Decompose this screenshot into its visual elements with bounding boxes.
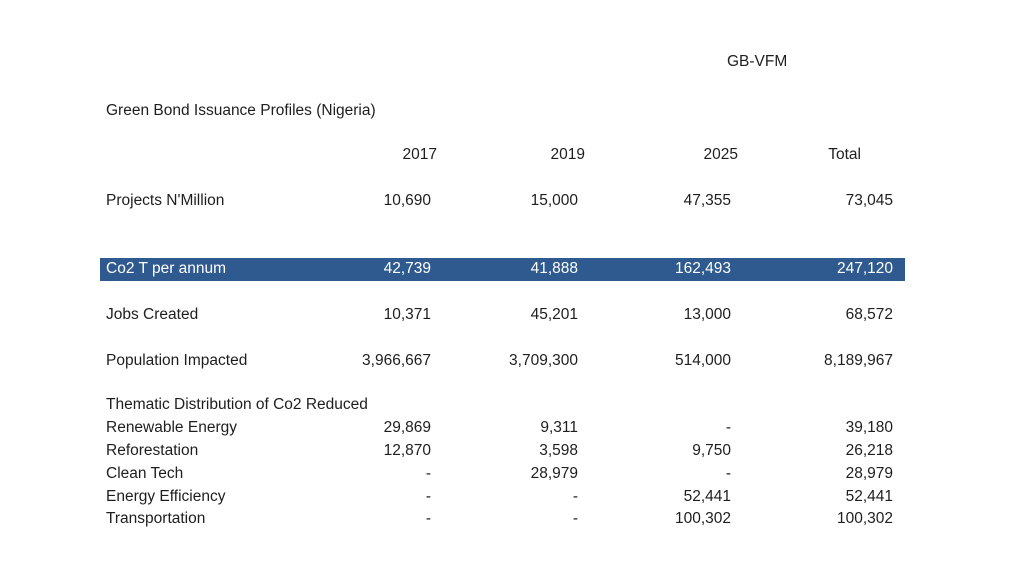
cell-2019: 15,000 <box>530 192 578 209</box>
cell-2019: 41,888 <box>530 260 578 277</box>
row-label: Projects N'Million <box>106 192 225 209</box>
thematic-row: Transportation - - 100,302 100,302 <box>100 508 905 531</box>
cell-2019: 45,201 <box>530 306 578 323</box>
page-title: Green Bond Issuance Profiles (Nigeria) <box>106 102 376 119</box>
column-header-2025: 2025 <box>703 146 738 163</box>
cell-2019: 9,311 <box>540 419 578 436</box>
cell-2025: 9,750 <box>692 442 731 459</box>
thematic-row: Clean Tech - 28,979 - 28,979 <box>100 463 905 486</box>
cell-total: 73,045 <box>845 192 893 209</box>
cell-total: 68,572 <box>845 306 893 323</box>
cell-2025: 47,355 <box>683 192 731 209</box>
row-label: Jobs Created <box>106 306 199 323</box>
cell-total: 247,120 <box>836 260 893 277</box>
table-row: Projects N'Million 10,690 15,000 47,355 73,0… <box>100 190 905 213</box>
cell-2025: - <box>725 419 731 436</box>
section-title: Thematic Distribution of Co2 Reduced <box>106 396 368 413</box>
row-label: Clean Tech <box>106 465 184 482</box>
cell-2017: 12,870 <box>383 442 431 459</box>
cell-2017: 10,371 <box>383 306 431 323</box>
highlighted-row: Co2 T per annum 42,739 41,888 162,493 247,12… <box>100 258 905 281</box>
cell-2017: - <box>425 510 431 527</box>
row-label: Reforestation <box>106 442 199 459</box>
cell-total: 8,189,967 <box>824 352 893 369</box>
cell-2019: 3,709,300 <box>509 352 578 369</box>
cell-2025: 514,000 <box>674 352 731 369</box>
cell-2025: 100,302 <box>674 510 731 527</box>
cell-2025: - <box>725 465 731 482</box>
cell-2017: 29,869 <box>383 419 431 436</box>
cell-2017: 10,690 <box>383 192 431 209</box>
cell-total: 39,180 <box>845 419 893 436</box>
thematic-row: Reforestation 12,870 3,598 9,750 26,218 <box>100 440 905 463</box>
cell-total: 52,441 <box>845 488 893 505</box>
cell-2017: 42,739 <box>383 260 431 277</box>
cell-2025: 13,000 <box>683 306 731 323</box>
row-label: Energy Efficiency <box>106 488 226 505</box>
table-row: Jobs Created 10,371 45,201 13,000 68,572 <box>100 304 905 327</box>
row-label: Renewable Energy <box>106 419 237 436</box>
cell-total: 26,218 <box>845 442 893 459</box>
cell-2025: 52,441 <box>683 488 731 505</box>
row-label: Co2 T per annum <box>106 260 227 277</box>
row-label: Population Impacted <box>106 352 248 369</box>
cell-total: 100,302 <box>836 510 893 527</box>
org-label: GB-VFM <box>727 53 788 70</box>
thematic-row: Energy Efficiency - - 52,441 52,441 <box>100 486 905 509</box>
cell-2017: - <box>425 488 431 505</box>
column-header-2017: 2017 <box>402 146 437 163</box>
cell-total: 28,979 <box>845 465 893 482</box>
cell-2019: 28,979 <box>530 465 578 482</box>
column-header-2019: 2019 <box>550 146 585 163</box>
cell-2025: 162,493 <box>674 260 731 277</box>
cell-2017: - <box>425 465 431 482</box>
table-row: Population Impacted 3,966,667 3,709,300 514… <box>100 350 905 373</box>
cell-2019: - <box>572 510 578 527</box>
cell-2017: 3,966,667 <box>362 352 431 369</box>
thematic-row: Renewable Energy 29,869 9,311 - 39,180 <box>100 417 905 440</box>
cell-2019: 3,598 <box>539 442 578 459</box>
row-label: Transportation <box>106 510 206 527</box>
cell-2019: - <box>572 488 578 505</box>
column-header-total: Total <box>828 146 861 163</box>
